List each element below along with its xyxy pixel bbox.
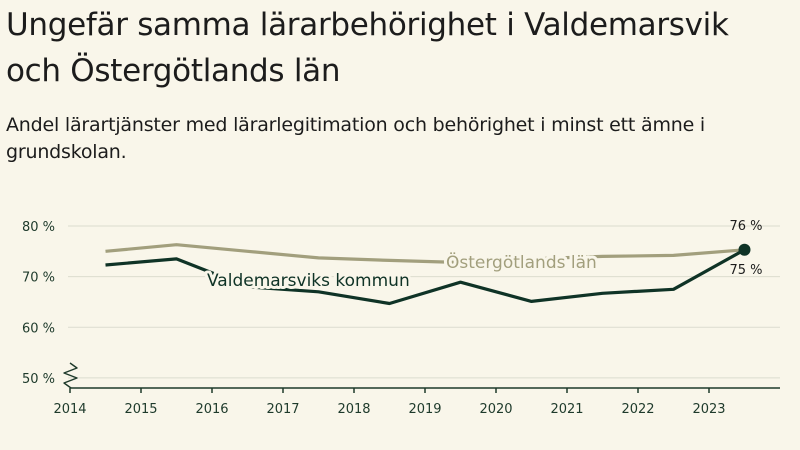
chart-title: Ungefär samma lärarbehörighet i Valdemar… [6, 7, 729, 89]
y-tick-label-50: 50 % [22, 372, 55, 387]
y-tick-label-70: 70 % [22, 271, 55, 286]
x-axis-ticks: 2014 2015 2016 2017 2018 2019 2020 2021 2022 2023 [53, 388, 726, 417]
series-labels: Östergötlands län Valdemarsviks kommun 7… [204, 219, 763, 294]
chart-subtitle: Andel lärartjänster med lärarlegitimatio… [6, 114, 706, 163]
series-line-ostergotland [105, 243, 745, 265]
x-tick-label-2016: 2016 [195, 402, 228, 417]
gridlines [68, 225, 780, 379]
x-tick-label-2021: 2021 [550, 402, 583, 417]
y-axis-ticks: 50 % 60 % 70 % 80 % [22, 220, 55, 387]
y-tick-label-80: 80 % [22, 220, 55, 235]
x-axis [63, 362, 780, 389]
series-label-ostergotland: Östergötlands län [446, 251, 597, 273]
axis-break-icon [63, 362, 78, 389]
x-tick-label-2014: 2014 [53, 402, 86, 417]
x-tick-label-2017: 2017 [266, 402, 299, 417]
series-label-valdemarsvik: Valdemarsviks kommun [207, 271, 410, 291]
end-label-valdemarsvik: 75 % [729, 263, 762, 278]
x-tick-label-2022: 2022 [621, 402, 654, 417]
y-tick-label-60: 60 % [22, 321, 55, 336]
x-tick-label-2018: 2018 [337, 402, 370, 417]
end-label-ostergotland: 76 % [729, 219, 762, 234]
x-tick-label-2020: 2020 [479, 402, 512, 417]
x-tick-label-2019: 2019 [408, 402, 441, 417]
x-tick-label-2015: 2015 [124, 402, 157, 417]
end-point-marker [738, 243, 751, 256]
x-tick-label-2023: 2023 [692, 402, 725, 417]
series-line-valdemarsvik [105, 248, 746, 306]
series-lines [105, 243, 751, 306]
